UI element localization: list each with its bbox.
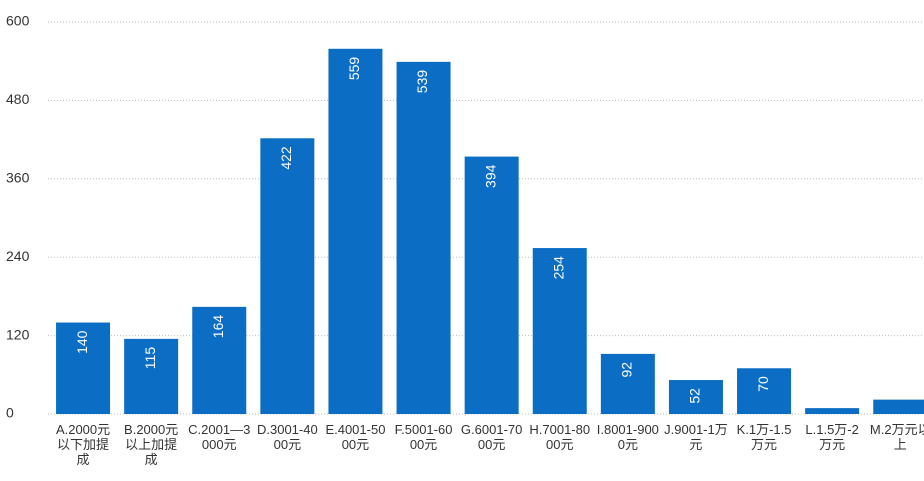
data-label: 70 <box>755 376 771 392</box>
data-label: 254 <box>550 256 566 280</box>
x-tick-label: M.2万元以上 <box>869 422 924 452</box>
data-label: 140 <box>74 330 90 354</box>
bar <box>600 353 655 414</box>
x-tick-label: C.2001—3000元 <box>188 422 251 452</box>
data-label: 539 <box>414 70 430 94</box>
x-tick-label: L.1.5万-2万元 <box>805 422 859 452</box>
data-label: 394 <box>482 164 498 188</box>
y-tick-label: 120 <box>6 326 30 342</box>
bar <box>532 248 587 414</box>
y-tick-label: 480 <box>6 91 30 107</box>
x-tick-label: J.9001-1万元 <box>664 422 728 452</box>
bar <box>873 399 924 414</box>
bar <box>56 322 111 414</box>
x-tick-label: A.2000元以下加提成 <box>55 422 111 467</box>
data-label: 52 <box>687 388 703 404</box>
data-label: 164 <box>210 315 226 339</box>
y-tick-label: 360 <box>6 170 30 186</box>
bar <box>737 368 792 414</box>
bar <box>124 338 179 414</box>
x-tick-label: D.3001-4000元 <box>256 422 318 452</box>
bar <box>396 61 451 414</box>
bar <box>328 48 383 414</box>
y-tick-label: 0 <box>6 405 14 421</box>
x-tick-label: F.5001-6000元 <box>394 422 453 452</box>
bar <box>192 306 247 414</box>
bar <box>668 380 723 414</box>
bar <box>805 408 860 414</box>
bar <box>464 156 519 414</box>
x-tick-label: H.7001-8000元 <box>529 422 591 452</box>
data-label: 422 <box>278 146 294 170</box>
data-label: 115 <box>142 347 158 370</box>
y-tick-label: 240 <box>6 248 30 264</box>
x-tick-label: G.6001-7000元 <box>460 422 523 452</box>
data-label: 92 <box>619 362 635 378</box>
data-label: 559 <box>346 57 362 81</box>
bar <box>260 138 315 414</box>
x-tick-label: B.2000元以上加提成 <box>124 422 179 467</box>
x-tick-label: I.8001-9000元 <box>596 422 659 452</box>
x-tick-label: E.4001-5000元 <box>325 422 386 452</box>
y-tick-label: 600 <box>6 13 30 29</box>
x-tick-label: K.1万-1.5万元 <box>736 422 792 452</box>
